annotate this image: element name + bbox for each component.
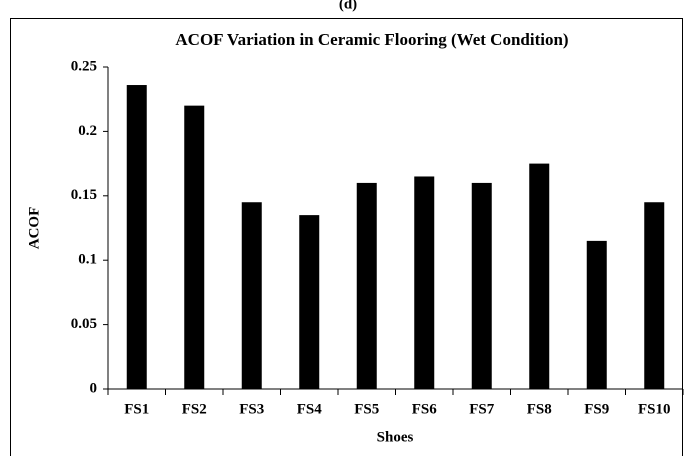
- y-tick-label: 0.05: [71, 316, 97, 332]
- y-tick-label: 0: [90, 380, 98, 396]
- x-tick-label: FS5: [354, 401, 379, 417]
- bar: [299, 215, 320, 389]
- bar: [414, 176, 435, 389]
- bar: [586, 240, 607, 389]
- chart-border: [10, 18, 683, 456]
- bar: [126, 85, 147, 390]
- x-tick-label: FS4: [297, 401, 323, 417]
- bar: [471, 182, 492, 389]
- x-tick-label: FS8: [527, 401, 552, 417]
- x-tick-label: FS6: [412, 401, 438, 417]
- bar: [356, 182, 377, 389]
- y-tick-label: 0.2: [78, 123, 97, 139]
- y-tick-label: 0.15: [71, 187, 97, 203]
- x-axis-label: Shoes: [377, 429, 414, 445]
- x-tick-label: FS7: [469, 401, 495, 417]
- bar: [529, 163, 550, 389]
- bar: [184, 105, 205, 389]
- x-tick-label: FS10: [638, 401, 671, 417]
- x-tick-label: FS9: [584, 401, 609, 417]
- bar: [644, 202, 665, 389]
- y-tick-label: 0.25: [71, 58, 97, 74]
- y-tick-label: 0.1: [78, 252, 97, 268]
- x-tick-label: FS3: [239, 401, 264, 417]
- chart-title: ACOF Variation in Ceramic Flooring (Wet …: [175, 30, 568, 49]
- panel-label: (d): [339, 0, 357, 12]
- y-axis-label: ACOF: [26, 207, 42, 250]
- x-tick-label: FS1: [124, 401, 149, 417]
- bar: [241, 202, 262, 389]
- x-tick-label: FS2: [182, 401, 207, 417]
